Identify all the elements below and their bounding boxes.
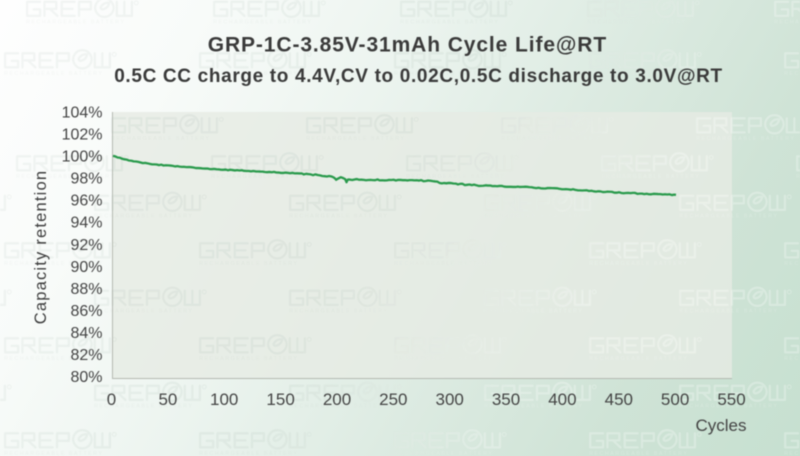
svg-text:94%: 94% <box>70 215 102 232</box>
svg-text:450: 450 <box>605 390 633 409</box>
svg-text:50: 50 <box>158 390 177 409</box>
svg-text:Capacity retention: Capacity retention <box>32 170 50 325</box>
svg-text:88%: 88% <box>70 281 102 298</box>
svg-text:550: 550 <box>717 390 745 409</box>
svg-text:100: 100 <box>210 390 238 409</box>
svg-text:98%: 98% <box>70 171 102 188</box>
svg-text:300: 300 <box>436 390 464 409</box>
svg-text:82%: 82% <box>70 347 102 364</box>
svg-text:100%: 100% <box>62 149 103 166</box>
svg-text:90%: 90% <box>70 259 102 276</box>
svg-text:96%: 96% <box>70 193 102 210</box>
svg-text:Cycles: Cycles <box>695 416 746 435</box>
svg-text:200: 200 <box>323 390 351 409</box>
svg-text:102%: 102% <box>62 126 103 143</box>
svg-text:86%: 86% <box>70 303 102 320</box>
svg-text:0: 0 <box>107 390 116 409</box>
svg-text:GRP-1C-3.85V-31mAh Cycle Life@: GRP-1C-3.85V-31mAh Cycle Life@RT <box>208 33 607 56</box>
svg-text:84%: 84% <box>70 325 102 342</box>
svg-text:350: 350 <box>492 390 520 409</box>
svg-text:400: 400 <box>548 390 576 409</box>
svg-text:92%: 92% <box>70 237 102 254</box>
svg-text:104%: 104% <box>62 104 103 121</box>
svg-text:500: 500 <box>661 390 689 409</box>
svg-text:0.5C CC charge to 4.4V,CV to 0: 0.5C CC charge to 4.4V,CV to 0.02C,0.5C … <box>114 66 723 87</box>
svg-text:150: 150 <box>266 390 294 409</box>
svg-text:250: 250 <box>379 390 407 409</box>
svg-text:80%: 80% <box>70 369 102 386</box>
